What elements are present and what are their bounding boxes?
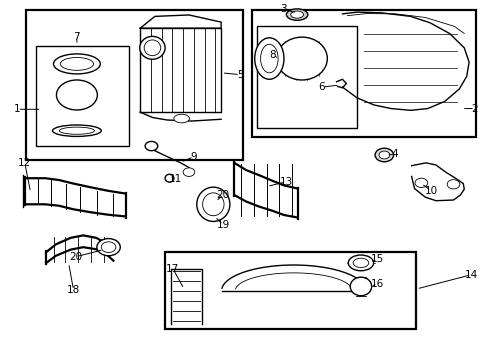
Ellipse shape — [145, 141, 158, 151]
Text: 10: 10 — [424, 186, 438, 196]
Bar — [252, 10, 476, 137]
Bar — [257, 26, 357, 128]
Bar — [26, 10, 243, 160]
Ellipse shape — [52, 125, 101, 136]
Text: 4: 4 — [392, 149, 398, 159]
Text: 11: 11 — [169, 174, 182, 184]
Ellipse shape — [140, 36, 165, 59]
Ellipse shape — [350, 277, 372, 296]
Ellipse shape — [165, 174, 174, 182]
Text: 8: 8 — [270, 50, 276, 60]
Ellipse shape — [56, 80, 98, 110]
Ellipse shape — [375, 148, 393, 162]
Ellipse shape — [348, 255, 374, 271]
Text: 16: 16 — [371, 279, 384, 289]
Text: 1: 1 — [14, 104, 21, 114]
Text: 13: 13 — [280, 177, 293, 187]
Ellipse shape — [447, 180, 460, 189]
Ellipse shape — [277, 37, 327, 80]
Text: 20: 20 — [69, 252, 82, 262]
Ellipse shape — [255, 38, 284, 79]
Text: 17: 17 — [166, 264, 179, 274]
Ellipse shape — [197, 187, 230, 221]
Text: 3: 3 — [280, 4, 286, 14]
Ellipse shape — [183, 168, 195, 176]
Text: 12: 12 — [18, 158, 31, 168]
Ellipse shape — [174, 114, 190, 123]
Text: 7: 7 — [74, 32, 80, 42]
Text: 15: 15 — [371, 254, 384, 264]
Ellipse shape — [97, 239, 120, 256]
Text: 18: 18 — [67, 285, 80, 295]
Text: 2: 2 — [472, 104, 478, 113]
Ellipse shape — [291, 11, 303, 18]
Ellipse shape — [287, 9, 308, 20]
Ellipse shape — [379, 151, 390, 159]
Text: 14: 14 — [465, 270, 478, 280]
Text: 5: 5 — [237, 69, 244, 80]
Bar — [36, 46, 129, 146]
Bar — [165, 252, 416, 329]
Text: 19: 19 — [217, 220, 230, 230]
Text: 9: 9 — [191, 152, 197, 162]
Ellipse shape — [415, 178, 428, 188]
Text: 6: 6 — [318, 82, 325, 92]
Ellipse shape — [53, 54, 100, 74]
Text: 20: 20 — [217, 190, 230, 200]
